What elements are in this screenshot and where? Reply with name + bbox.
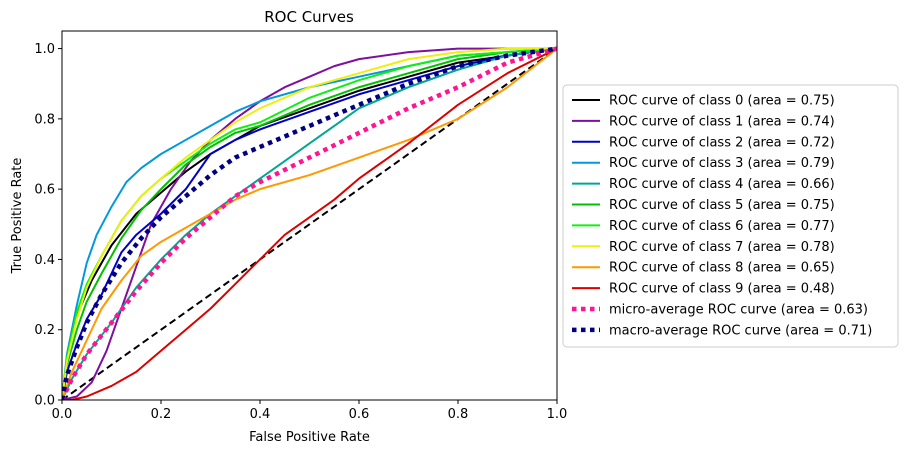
legend-entry-label: ROC curve of class 6 (area = 0.77) <box>609 219 835 234</box>
plot-frame <box>61 30 558 401</box>
legend-entry-label: ROC curve of class 8 (area = 0.65) <box>609 261 835 276</box>
y-axis-ticks: 0.0 0.2 0.4 0.6 0.8 1.0 <box>34 42 62 409</box>
y-tick-label: 1.0 <box>34 42 55 57</box>
legend-entry-label: ROC curve of class 0 (area = 0.75) <box>609 94 835 109</box>
y-tick-label: 0.0 <box>34 394 55 409</box>
roc-series-line-10 <box>62 46 557 400</box>
roc-series-line-5 <box>62 47 557 400</box>
roc-series-line-6 <box>62 47 557 400</box>
y-tick-label: 0.8 <box>34 112 55 127</box>
x-axis-ticks: 0.0 0.2 0.4 0.6 0.8 1.0 <box>52 400 568 422</box>
legend-entry-label: ROC curve of class 2 (area = 0.72) <box>609 135 835 150</box>
x-tick-label: 0.4 <box>250 407 271 422</box>
y-tick-label: 0.4 <box>34 253 55 268</box>
chart-title: ROC Curves <box>264 8 354 26</box>
x-tick-label: 0.2 <box>151 407 172 422</box>
legend-entry-label: ROC curve of class 7 (area = 0.78) <box>609 240 835 255</box>
legend-entry-label: micro-average ROC curve (area = 0.63) <box>609 303 868 318</box>
legend-entry-label: macro-average ROC curve (area = 0.71) <box>609 323 872 338</box>
x-tick-label: 1.0 <box>547 407 568 422</box>
x-tick-label: 0.8 <box>448 407 469 422</box>
legend-entry-label: ROC curve of class 1 (area = 0.74) <box>609 114 835 129</box>
chance-diagonal-line <box>62 47 557 400</box>
x-tick-label: 0.6 <box>349 407 370 422</box>
legend-entry-label: ROC curve of class 9 (area = 0.48) <box>609 282 835 297</box>
legend: ROC curve of class 0 (area = 0.75) ROC cu… <box>562 84 899 348</box>
x-axis-label: False Positive Rate <box>249 430 370 445</box>
legend-entry-label: ROC curve of class 5 (area = 0.75) <box>609 198 835 213</box>
plot-area <box>61 30 558 401</box>
legend-entry-label: ROC curve of class 4 (area = 0.66) <box>609 177 835 192</box>
y-axis-label: True Positive Rate <box>10 158 25 275</box>
legend-entry-label: ROC curve of class 3 (area = 0.79) <box>609 156 835 171</box>
plot-background <box>62 31 557 400</box>
y-tick-label: 0.6 <box>34 183 55 198</box>
roc-series-line-8 <box>62 47 557 400</box>
roc-series-line-7 <box>62 47 557 400</box>
roc-curves-group <box>62 46 557 400</box>
y-tick-label: 0.2 <box>34 323 55 338</box>
legend-box <box>562 84 899 348</box>
roc-series-line-9 <box>62 47 557 400</box>
x-tick-label: 0.0 <box>52 407 73 422</box>
